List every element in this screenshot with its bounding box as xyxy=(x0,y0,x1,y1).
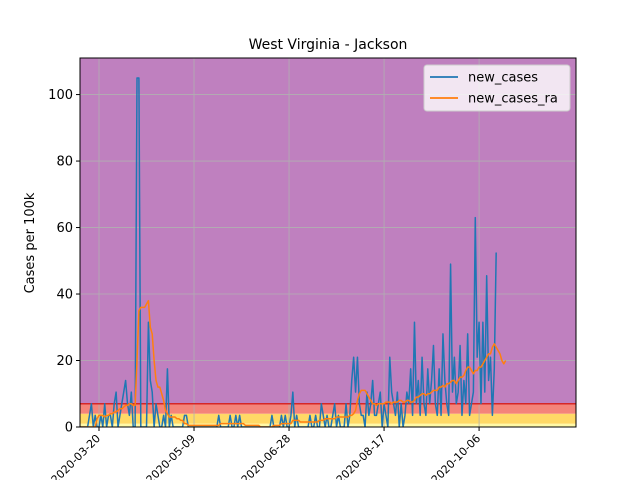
legend-label-new_cases_ra: new_cases_ra xyxy=(468,92,558,107)
y-tick-label: 100 xyxy=(48,88,73,103)
legend: new_cases new_cases_ra xyxy=(423,64,571,112)
series-line-new_cases xyxy=(80,77,497,427)
y-tick-label: 40 xyxy=(56,288,73,303)
y-tick-label: 0 xyxy=(65,421,73,436)
chart-title: West Virginia - Jackson xyxy=(249,37,408,53)
x-tick-label: 2020-08-17 xyxy=(334,432,388,480)
x-tick-label: 2020-10-06 xyxy=(429,432,483,480)
legend-label-new_cases: new_cases xyxy=(468,71,538,86)
risk-band-2 xyxy=(80,403,576,414)
x-tick-label: 2020-05-09 xyxy=(144,432,198,480)
plot-area: 0 20 40 60 80 100 2020-03-20 2020-05-09 2020-06-… xyxy=(48,57,577,480)
series-line-new_cases_ra xyxy=(80,299,507,427)
y-tick-label: 20 xyxy=(56,354,73,369)
x-tick-label: 2020-03-20 xyxy=(49,432,103,480)
x-tick-label: 2020-06-28 xyxy=(239,432,293,480)
axes-frame xyxy=(79,57,577,428)
y-axis-label: Cases per 100k xyxy=(23,192,38,293)
legend-box xyxy=(423,64,571,112)
y-tick-label: 60 xyxy=(56,221,73,236)
y-tick-label: 80 xyxy=(56,155,73,170)
